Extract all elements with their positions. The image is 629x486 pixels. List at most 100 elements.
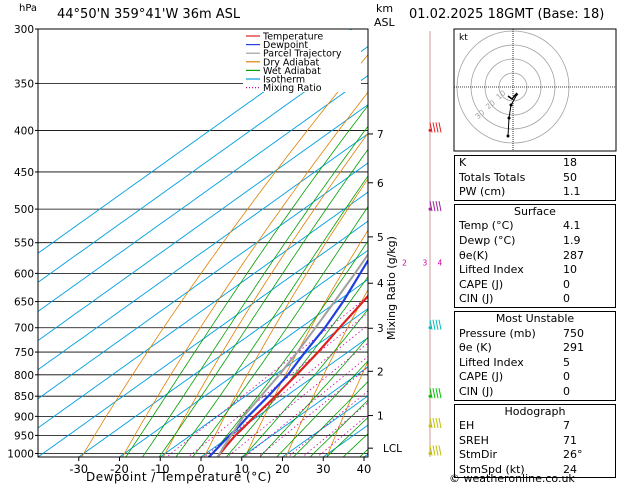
wind-barb-dot — [428, 424, 432, 428]
row-value: 10 — [563, 263, 577, 277]
row-value: 0 — [563, 292, 570, 306]
row-label: PW (cm) — [459, 185, 506, 199]
hodograph-title: Hodograph — [504, 404, 566, 418]
wind-barb — [429, 122, 433, 133]
row-label: Temp (°C) — [459, 219, 514, 233]
wet-adiabat-line — [192, 205, 368, 457]
isotherm-line — [78, 249, 368, 457]
temperature-tick-label: -20 — [110, 462, 129, 476]
hodograph-box: Hodograph EH 7 SREH 71 StmDir 26° StmSpd (kt) 2… — [454, 403, 616, 479]
credit-label: © weatheronline.co.uk — [449, 472, 575, 485]
wind-barb-dot — [428, 326, 432, 330]
hodograph-point — [509, 103, 513, 107]
row-label: StmSpd (kt) — [459, 462, 525, 476]
x-axis-title: Dewpoint / Temperature (°C) — [86, 470, 272, 484]
row-value: 291 — [563, 341, 584, 355]
row-label: Pressure (mb) — [459, 326, 536, 340]
datetime-label: 01.02.2025 18GMT (Base: 18) — [409, 7, 605, 22]
altitude-tick-label: 7 — [377, 129, 384, 141]
mixing-ratio-label: 3 — [422, 258, 427, 267]
isotherm-line — [38, 162, 368, 400]
wind-barb — [435, 319, 439, 330]
row-value: 1.9 — [563, 233, 581, 247]
wind-barb — [432, 201, 436, 212]
legend-entry: Dry Adiabat — [263, 57, 320, 68]
stability-table: K 18 Totals Totals 50 PW (cm) 1.1 Surface Tem… — [454, 155, 616, 481]
dry-adiabat-line — [162, 132, 368, 457]
pressure-unit-label: hPa — [19, 3, 38, 14]
row-label: CAPE (J) — [459, 370, 504, 384]
row-value: 0 — [563, 370, 570, 384]
isotherm-line — [38, 75, 368, 312]
legend-entry: Wet Adiabat — [263, 66, 321, 77]
wet-adiabat-line — [292, 381, 368, 457]
altitude-tick-label: 1 — [377, 411, 384, 423]
temperature-tick-label: 10 — [234, 462, 249, 476]
wind-barb — [438, 201, 442, 212]
most-unstable-title: Most Unstable — [495, 311, 575, 325]
row-value: 26° — [563, 448, 583, 462]
temperature-tick-label: 40 — [357, 462, 372, 476]
wind-barb — [429, 388, 433, 399]
temperature-tick-label: 0 — [197, 462, 204, 476]
wind-barb — [435, 417, 439, 429]
wet-adiabat-line — [175, 175, 368, 457]
wind-barb — [432, 445, 436, 456]
table-row: SREH 71 — [455, 434, 615, 449]
row-label: CAPE (J) — [459, 277, 504, 291]
dry-adiabat-line — [81, 54, 368, 457]
wet-adiabat-line — [309, 399, 368, 457]
row-label: Lifted Index — [459, 263, 524, 277]
wind-barb — [438, 445, 442, 456]
altitude-tick-label: 4 — [377, 278, 384, 290]
row-value: 4.1 — [563, 219, 581, 233]
wind-barb-dot — [428, 451, 432, 455]
row-label: CIN (J) — [459, 292, 494, 306]
row-label: EH — [459, 419, 475, 433]
legend-entry: Temperature — [262, 32, 323, 43]
asl-unit-label: ASL — [374, 16, 395, 29]
row-label: Lifted Index — [459, 355, 524, 369]
dry-adiabat-line — [203, 178, 368, 457]
wind-barb — [435, 201, 439, 212]
dry-adiabat-line — [285, 288, 368, 457]
temperature-tick-label: 20 — [275, 462, 290, 476]
wind-barb — [438, 388, 442, 399]
wind-barb — [429, 319, 433, 330]
wind-barb — [435, 122, 439, 133]
row-label: SREH — [459, 433, 489, 447]
wind-barb — [432, 388, 436, 399]
pressure-tick-label: 500 — [14, 204, 34, 216]
wind-barb — [438, 319, 442, 330]
row-value: 71 — [563, 433, 577, 447]
wet-adiabat-line — [125, 104, 368, 457]
legend-entry: Parcel Trajectory — [263, 49, 342, 60]
series-dewpoint — [207, 258, 368, 457]
pressure-tick-label: 800 — [14, 370, 34, 382]
pressure-tick-label: 400 — [14, 125, 34, 137]
row-value: 750 — [563, 326, 584, 340]
dry-adiabat-line — [121, 91, 368, 457]
table-row: StmDir 26° — [455, 448, 615, 463]
row-label: Dewp (°C) — [459, 233, 516, 247]
wind-barb — [429, 417, 433, 429]
table-row: CAPE (J) 0 — [455, 278, 615, 293]
surface-title: Surface — [514, 204, 556, 218]
wet-adiabat-line — [276, 360, 368, 457]
legend-entry: Mixing Ratio — [263, 83, 322, 94]
mixing-ratio-label: 4 — [437, 258, 442, 267]
series-temperature — [216, 294, 368, 457]
table-row: Pressure (mb) 750 — [455, 327, 615, 342]
altitude-tick-label: 3 — [377, 323, 384, 335]
wind-barb — [432, 417, 436, 429]
wind-barb — [429, 445, 433, 456]
wet-adiabat-line — [326, 416, 368, 457]
table-row: Totals Totals 50 — [455, 171, 615, 186]
table-row: CIN (J) 0 — [455, 292, 615, 307]
hodograph-trace — [507, 93, 519, 137]
pressure-tick-label: 950 — [14, 430, 34, 442]
isotherm-line — [281, 395, 368, 457]
storm-motion-marker — [507, 92, 518, 101]
wind-barb — [438, 417, 442, 429]
